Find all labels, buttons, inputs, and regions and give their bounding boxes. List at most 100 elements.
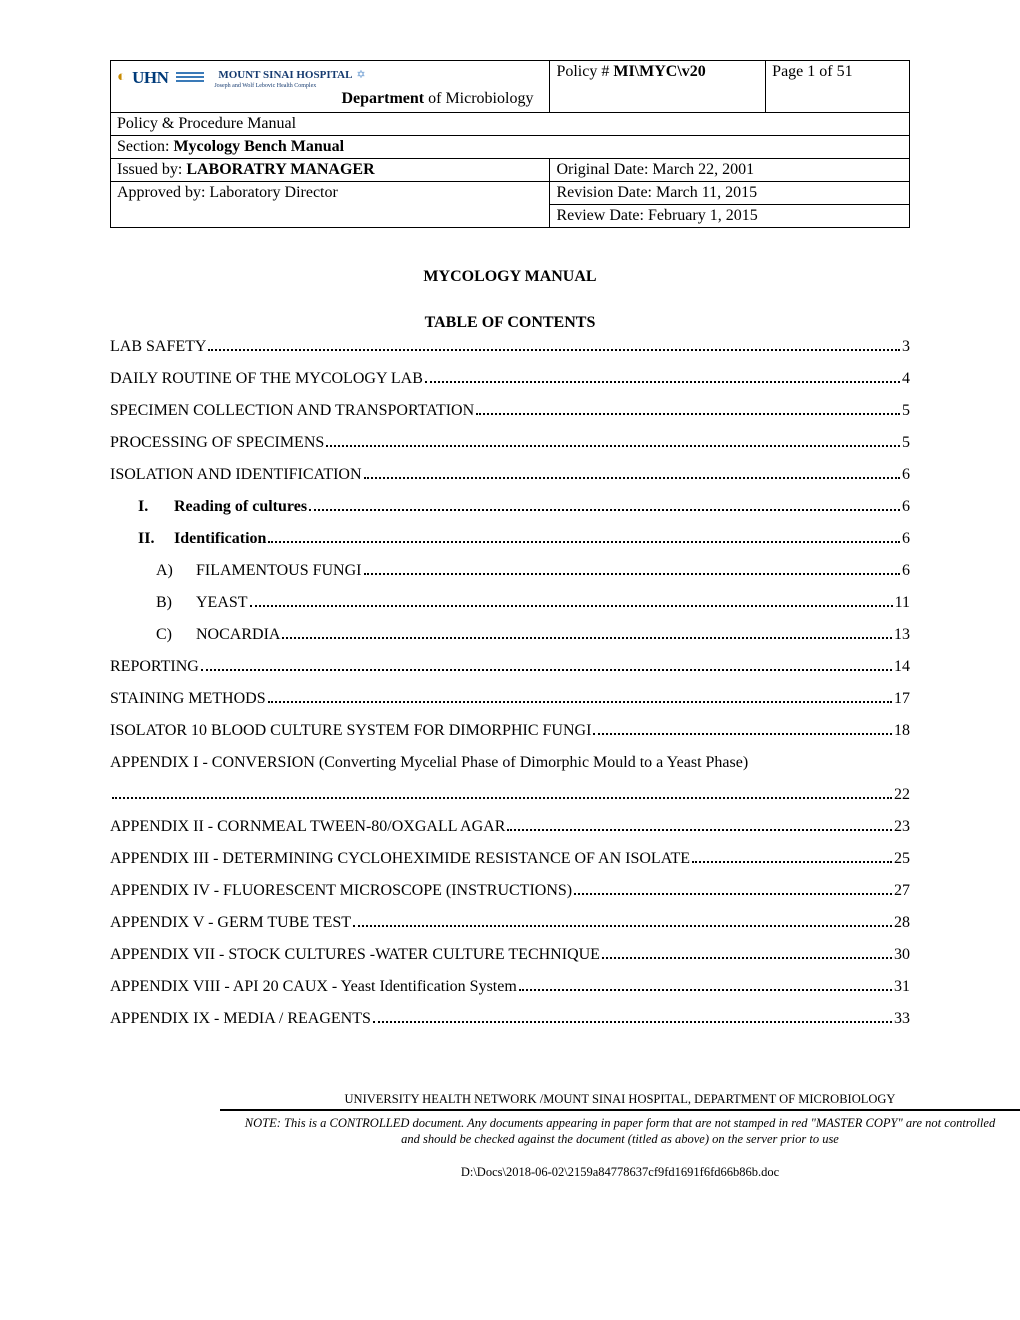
toc-page-num: 30 <box>894 946 910 964</box>
toc-leader-dots <box>353 925 892 927</box>
toc-entry: APPENDIX III - DETERMINING CYCLOHEXIMIDE… <box>110 850 910 868</box>
toc-title: TABLE OF CONTENTS <box>110 314 910 332</box>
table-of-contents: LAB SAFETY3DAILY ROUTINE OF THE MYCOLOGY… <box>110 338 910 1028</box>
toc-page-num: 6 <box>902 562 910 580</box>
toc-label: APPENDIX VII - STOCK CULTURES -WATER CUL… <box>110 946 600 964</box>
manual-title: MYCOLOGY MANUAL <box>110 268 910 286</box>
toc-page-num: 33 <box>894 1010 910 1028</box>
manual-line: Policy & Procedure Manual <box>111 113 910 136</box>
toc-entry: I.Reading of cultures6 <box>110 498 910 516</box>
uhn-swirl-icon: ◐ <box>117 69 126 86</box>
sinai-subtext: Joseph and Wolf Lebovic Health Complex <box>214 83 365 90</box>
toc-label: APPENDIX VIII - API 20 CAUX - Yeast Iden… <box>110 978 517 996</box>
toc-entry: APPENDIX IX - MEDIA / REAGENTS 33 <box>110 1010 910 1028</box>
page-footer: UNIVERSITY HEALTH NETWORK /MOUNT SINAI H… <box>220 1092 1020 1181</box>
toc-leader-dots <box>268 701 892 703</box>
logo-block: ◐ UHN MOUNT SINAI HOSPITAL ✡ Joseph and … <box>117 65 543 90</box>
toc-leader-dots <box>425 381 900 383</box>
toc-label: PROCESSING OF SPECIMENS <box>110 434 324 452</box>
toc-label: DAILY ROUTINE OF THE MYCOLOGY LAB <box>110 370 423 388</box>
toc-leader-dots <box>574 893 892 895</box>
toc-entry: REPORTING 14 <box>110 658 910 676</box>
toc-leader-dots <box>250 605 893 607</box>
footer-org: UNIVERSITY HEALTH NETWORK /MOUNT SINAI H… <box>220 1092 1020 1107</box>
issued-by-cell: Issued by: LABORATRY MANAGER <box>111 159 550 182</box>
section-line: Section: Mycology Bench Manual <box>111 136 910 159</box>
toc-page-num: 25 <box>894 850 910 868</box>
toc-entry: SPECIMEN COLLECTION AND TRANSPORTATION 5 <box>110 402 910 420</box>
toc-entry: 22 <box>110 786 910 804</box>
toc-label: ISOLATOR 10 BLOOD CULTURE SYSTEM FOR DIM… <box>110 722 591 740</box>
toc-leader-dots <box>364 477 900 479</box>
toc-letter: B) <box>156 594 196 612</box>
toc-page-num: 6 <box>902 530 910 548</box>
department-line: Department of Microbiology <box>117 90 543 108</box>
toc-page-num: 5 <box>902 434 910 452</box>
toc-page-num: 23 <box>894 818 910 836</box>
uhn-bars-icon <box>176 72 204 84</box>
toc-label: APPENDIX I - CONVERSION (Converting Myce… <box>110 754 748 772</box>
toc-label: Reading of cultures <box>174 498 307 516</box>
original-date-cell: Original Date: March 22, 2001 <box>550 159 910 182</box>
toc-page-num: 22 <box>894 786 910 804</box>
toc-leader-dots <box>692 861 892 863</box>
toc-page-num: 13 <box>894 626 910 644</box>
toc-label: FILAMENTOUS FUNGI <box>196 562 362 580</box>
toc-entry: APPENDIX I - CONVERSION (Converting Myce… <box>110 754 910 772</box>
toc-roman: II. <box>138 530 174 548</box>
toc-label: APPENDIX IV - FLUORESCENT MICROSCOPE (IN… <box>110 882 572 900</box>
toc-leader-dots <box>507 829 892 831</box>
toc-leader-dots <box>201 669 892 671</box>
revision-date-cell: Revision Date: March 11, 2015 <box>550 182 910 205</box>
uhn-logo-text: UHN <box>132 68 168 88</box>
footer-path: D:\Docs\2018-06-02\2159a84778637cf9fd169… <box>220 1165 1020 1180</box>
toc-leader-dots <box>309 509 900 511</box>
page-number-cell: Page 1 of 51 <box>766 61 910 113</box>
toc-entry: DAILY ROUTINE OF THE MYCOLOGY LAB4 <box>110 370 910 388</box>
toc-page-num: 5 <box>902 402 910 420</box>
toc-label: SPECIMEN COLLECTION AND TRANSPORTATION <box>110 402 474 420</box>
toc-entry: APPENDIX V - GERM TUBE TEST 28 <box>110 914 910 932</box>
toc-label: APPENDIX V - GERM TUBE TEST <box>110 914 351 932</box>
toc-page-num: 31 <box>894 978 910 996</box>
toc-page-num: 27 <box>894 882 910 900</box>
toc-leader-dots <box>593 733 892 735</box>
toc-leader-dots <box>282 637 892 639</box>
toc-entry: C)NOCARDIA 13 <box>110 626 910 644</box>
toc-leader-dots <box>519 989 892 991</box>
toc-page-num: 11 <box>895 594 910 612</box>
toc-leader-dots <box>112 797 892 799</box>
toc-page-num: 6 <box>902 466 910 484</box>
toc-entry: II.Identification 6 <box>110 530 910 548</box>
toc-entry: APPENDIX VII - STOCK CULTURES -WATER CUL… <box>110 946 910 964</box>
toc-entry: B)YEAST 11 <box>110 594 910 612</box>
approved-by-cell: Approved by: Laboratory Director <box>111 182 550 228</box>
toc-label: NOCARDIA <box>196 626 280 644</box>
toc-label: YEAST <box>196 594 248 612</box>
toc-entry: STAINING METHODS17 <box>110 690 910 708</box>
toc-page-num: 17 <box>894 690 910 708</box>
toc-label: APPENDIX III - DETERMINING CYCLOHEXIMIDE… <box>110 850 690 868</box>
toc-leader-dots <box>602 957 892 959</box>
toc-label: REPORTING <box>110 658 199 676</box>
toc-page-num: 28 <box>894 914 910 932</box>
header-table: ◐ UHN MOUNT SINAI HOSPITAL ✡ Joseph and … <box>110 60 910 228</box>
toc-label: Identification <box>174 530 266 548</box>
toc-leader-dots <box>326 445 900 447</box>
toc-label: APPENDIX II - CORNMEAL TWEEN-80/OXGALL A… <box>110 818 505 836</box>
footer-rule <box>220 1109 1020 1111</box>
star-icon: ✡ <box>356 69 365 81</box>
toc-entry: APPENDIX II - CORNMEAL TWEEN-80/OXGALL A… <box>110 818 910 836</box>
toc-letter: C) <box>156 626 196 644</box>
toc-page-num: 18 <box>894 722 910 740</box>
toc-page-num: 14 <box>894 658 910 676</box>
review-date-cell: Review Date: February 1, 2015 <box>550 205 910 228</box>
footer-note: NOTE: This is a CONTROLLED document. Any… <box>220 1115 1020 1148</box>
toc-leader-dots <box>476 413 900 415</box>
toc-label: APPENDIX IX - MEDIA / REAGENTS <box>110 1010 371 1028</box>
toc-leader-dots <box>268 541 900 543</box>
toc-entry: ISOLATION AND IDENTIFICATION 6 <box>110 466 910 484</box>
toc-label: ISOLATION AND IDENTIFICATION <box>110 466 362 484</box>
sinai-logo-text: MOUNT SINAI HOSPITAL <box>218 69 352 81</box>
toc-entry: PROCESSING OF SPECIMENS 5 <box>110 434 910 452</box>
